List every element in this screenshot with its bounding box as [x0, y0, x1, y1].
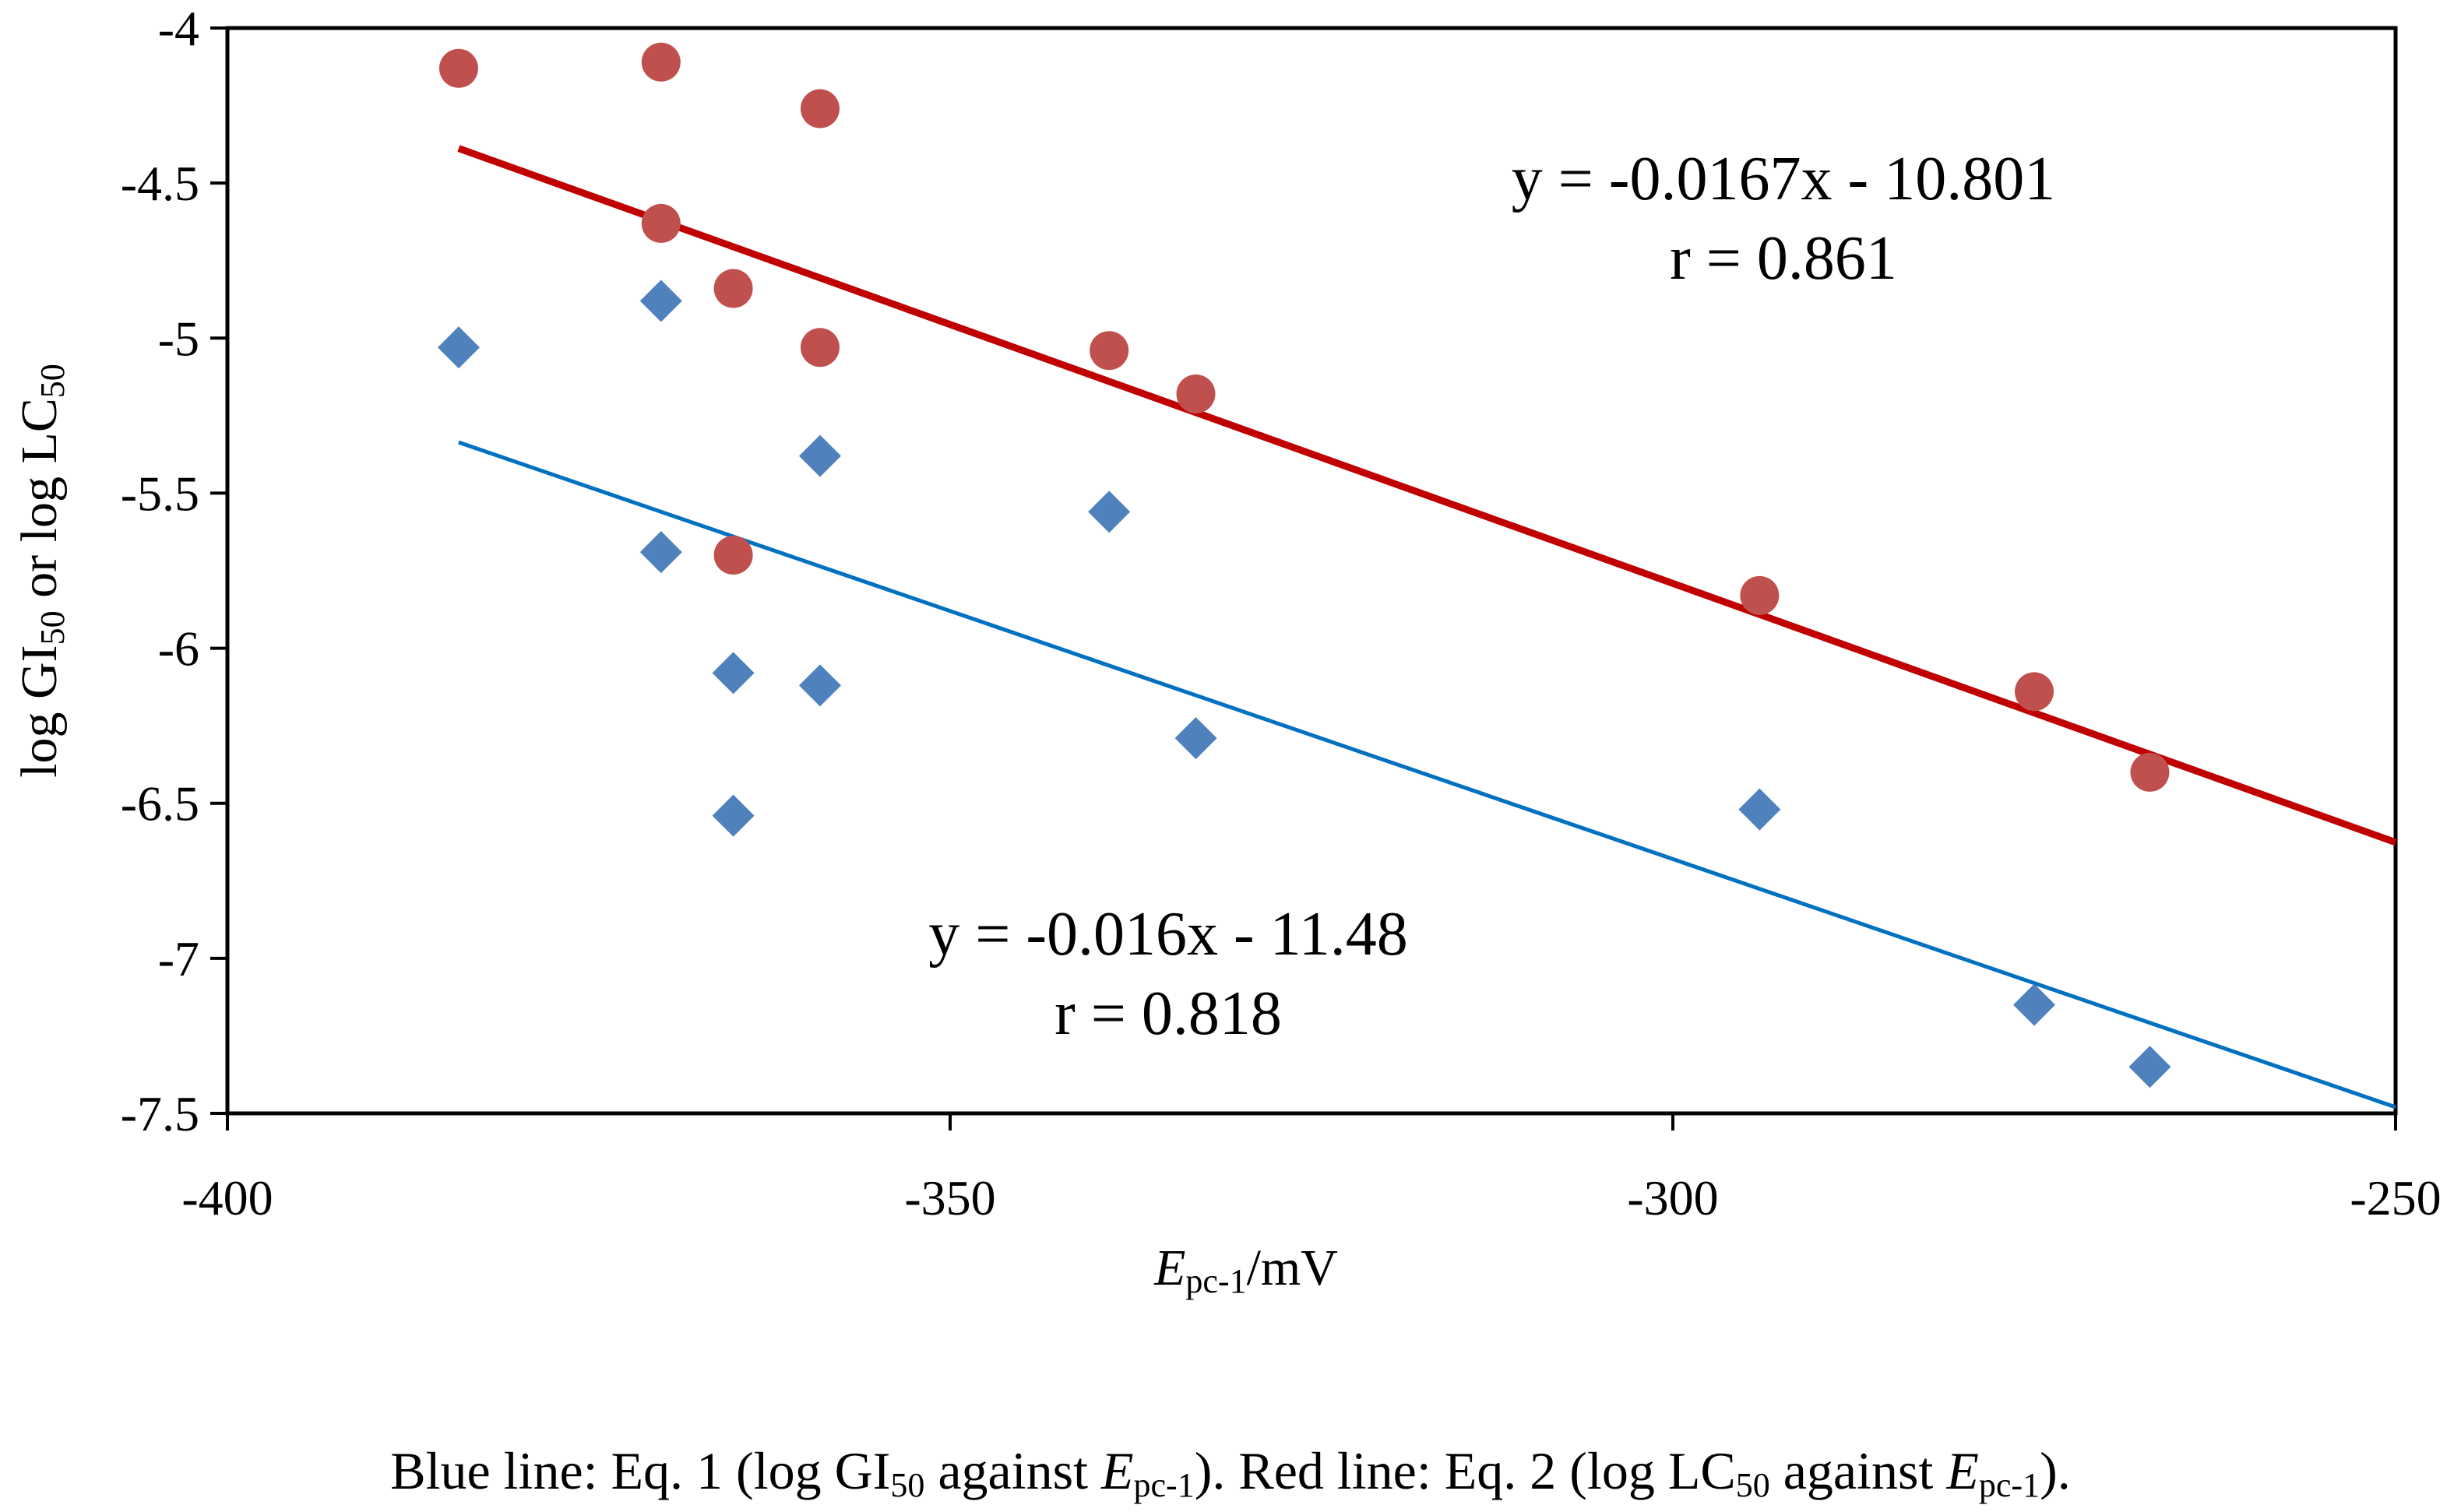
y-tick-label: -4: [158, 1, 199, 56]
x-tick-label: -400: [181, 1170, 273, 1225]
x-tick-label: -350: [904, 1170, 995, 1225]
lc50-point: [2015, 672, 2054, 712]
y-tick-label: -5: [158, 311, 199, 366]
data-points: [437, 42, 2171, 1088]
figure-caption: Blue line: Eq. 1 (log GI50 against Epc-1…: [390, 1441, 2071, 1504]
gi50-point: [639, 531, 682, 574]
gi50-point: [712, 794, 755, 837]
gi50-point: [1738, 788, 1781, 831]
lc50-point: [2130, 752, 2170, 792]
lc50-point: [1740, 575, 1780, 615]
gi50-point: [1088, 491, 1131, 533]
trendline-red: [457, 145, 2397, 846]
x-tick-label: -300: [1627, 1170, 1718, 1225]
plot-area: [225, 26, 2398, 1116]
trendline-blue: [458, 440, 2396, 1109]
lc50-point: [641, 203, 681, 243]
y-tick-label: -7.5: [121, 1086, 199, 1141]
y-axis-title: log GI50 or log LC50: [11, 364, 72, 778]
y-tick-label: -6.5: [121, 776, 199, 832]
y-tick-label: -7: [158, 931, 199, 986]
y-tick-label: -5.5: [121, 466, 199, 521]
lc50-point: [1176, 374, 1216, 413]
gi50-point: [798, 664, 841, 707]
lc50-point: [1090, 331, 1129, 371]
lc50-point: [641, 42, 681, 82]
x-ticks: -400 -350 -300 -250: [181, 1113, 2442, 1225]
x-tick-label: -250: [2350, 1170, 2441, 1225]
lc50-point: [713, 269, 753, 308]
red-equation: y = -0.0167x - 10.801: [1512, 145, 2055, 213]
blue-equation: y = -0.016x - 11.48: [928, 900, 1407, 969]
lc50-point: [713, 536, 753, 575]
blue-r-value: r = 0.818: [1054, 979, 1282, 1048]
lc50-point: [438, 48, 478, 88]
lc50-point: [800, 328, 840, 367]
x-axis-title: Epc-1/mV: [1153, 1239, 1338, 1300]
gi50-point: [798, 434, 841, 477]
trendlines: [457, 145, 2397, 1109]
lc50-point: [800, 89, 840, 128]
red-r-value: r = 0.861: [1670, 224, 1897, 293]
gi50-point: [2128, 1046, 2171, 1088]
y-ticks: -4 -4.5 -5 -5.5 -6 -6.5 -7 -7.5: [121, 1, 227, 1141]
gi50-point: [437, 326, 480, 369]
y-tick-label: -6: [158, 621, 199, 677]
gi50-point: [1174, 717, 1217, 760]
gi50-point: [712, 652, 755, 694]
gi50-point: [639, 280, 682, 322]
gi50-point: [2013, 983, 2055, 1026]
y-tick-label: -4.5: [121, 156, 199, 211]
